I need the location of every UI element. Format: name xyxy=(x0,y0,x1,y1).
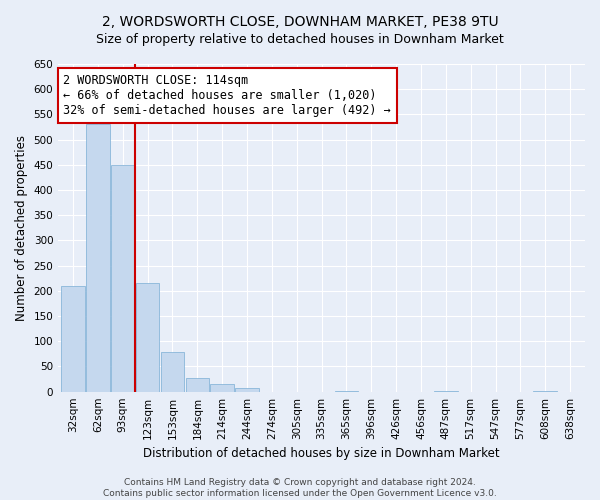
Bar xyxy=(86,124,110,392)
Y-axis label: Number of detached properties: Number of detached properties xyxy=(15,135,28,321)
X-axis label: Distribution of detached houses by size in Downham Market: Distribution of detached houses by size … xyxy=(143,447,500,460)
Bar xyxy=(61,286,85,392)
Bar xyxy=(185,378,209,392)
Bar xyxy=(335,390,358,392)
Bar xyxy=(434,391,458,392)
Text: 2 WORDSWORTH CLOSE: 114sqm
← 66% of detached houses are smaller (1,020)
32% of s: 2 WORDSWORTH CLOSE: 114sqm ← 66% of deta… xyxy=(64,74,391,117)
Bar xyxy=(136,284,160,392)
Text: 2, WORDSWORTH CLOSE, DOWNHAM MARKET, PE38 9TU: 2, WORDSWORTH CLOSE, DOWNHAM MARKET, PE3… xyxy=(101,15,499,29)
Bar xyxy=(161,352,184,392)
Bar xyxy=(235,388,259,392)
Bar xyxy=(211,384,234,392)
Text: Size of property relative to detached houses in Downham Market: Size of property relative to detached ho… xyxy=(96,32,504,46)
Text: Contains HM Land Registry data © Crown copyright and database right 2024.
Contai: Contains HM Land Registry data © Crown c… xyxy=(103,478,497,498)
Bar xyxy=(533,391,557,392)
Bar xyxy=(111,165,134,392)
